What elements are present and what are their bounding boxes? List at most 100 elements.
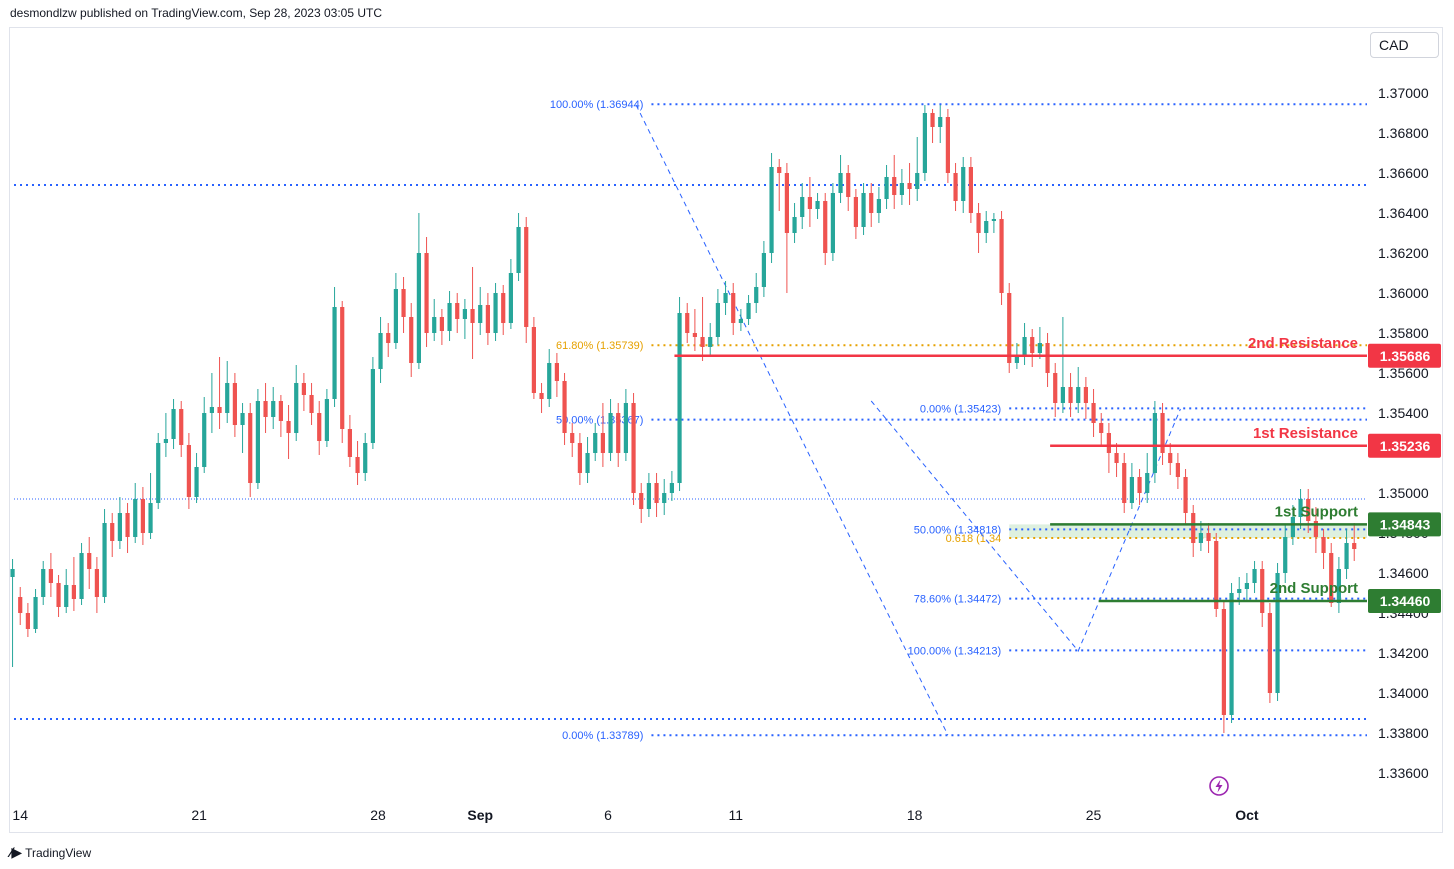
candle-body[interactable] [600,433,605,453]
candle-body[interactable] [961,167,966,201]
candle-body[interactable] [33,597,38,629]
candle-body[interactable] [317,413,322,441]
candle-body[interactable] [1221,609,1226,715]
candle-body[interactable] [907,183,912,189]
candle-body[interactable] [248,413,253,483]
candle-body[interactable] [447,303,452,331]
candle-body[interactable] [1053,373,1058,403]
candle-body[interactable] [846,173,851,197]
candle-body[interactable] [516,227,521,273]
lightning-icon[interactable] [1208,775,1230,797]
candle-body[interactable] [1206,533,1211,541]
candle-body[interactable] [455,303,460,319]
candle-body[interactable] [669,483,674,493]
candle-body[interactable] [1283,537,1288,573]
candle-body[interactable] [593,433,598,453]
candle-body[interactable] [807,197,812,209]
candle-body[interactable] [424,253,429,333]
candle-body[interactable] [332,307,337,399]
candle-body[interactable] [968,167,973,213]
candle-body[interactable] [179,409,184,445]
candle-body[interactable] [462,309,467,319]
candle-body[interactable] [984,221,989,233]
candle-body[interactable] [301,383,306,395]
candle-body[interactable] [531,327,536,393]
candle-body[interactable] [754,287,759,303]
candle-body[interactable] [915,173,920,189]
candle-body[interactable] [608,413,613,453]
candle-body[interactable] [355,457,360,473]
candle-body[interactable] [386,333,391,343]
candle-body[interactable] [87,553,92,569]
candle-body[interactable] [1237,589,1242,593]
candle-body[interactable] [508,273,513,323]
candle-body[interactable] [892,177,897,195]
candle-body[interactable] [692,333,697,337]
candle-body[interactable] [324,399,329,441]
candle-body[interactable] [1007,293,1012,363]
candle-body[interactable] [125,513,130,537]
candle-body[interactable] [263,401,268,417]
candle-body[interactable] [401,289,406,317]
candle-body[interactable] [554,363,559,381]
candle-body[interactable] [1198,533,1203,543]
candle-body[interactable] [577,443,582,473]
candle-body[interactable] [1099,423,1104,433]
candle-body[interactable] [861,193,866,227]
candle-body[interactable] [110,523,115,541]
candle-body[interactable] [340,307,345,429]
candle-body[interactable] [570,433,575,443]
candle-body[interactable] [953,173,958,201]
candle-body[interactable] [478,305,483,323]
candle-body[interactable] [1106,433,1111,453]
candle-body[interactable] [1122,463,1127,503]
candle-body[interactable] [1175,463,1180,477]
candle-body[interactable] [539,393,544,399]
candle-body[interactable] [194,467,199,497]
candle-body[interactable] [1114,453,1119,463]
candle-body[interactable] [286,421,291,433]
candle-body[interactable] [1252,569,1257,583]
candle-body[interactable] [171,409,176,439]
candle-body[interactable] [700,337,705,347]
candle-body[interactable] [899,183,904,195]
candle-body[interactable] [1290,517,1295,537]
candle-body[interactable] [1137,477,1142,493]
candle-body[interactable] [378,333,383,369]
candle-body[interactable] [255,401,260,483]
candle-body[interactable] [493,293,498,333]
candle-body[interactable] [800,197,805,217]
candle-body[interactable] [1060,387,1065,403]
candle-body[interactable] [646,483,651,509]
candle-body[interactable] [945,117,950,173]
candle-body[interactable] [823,201,828,253]
candle-body[interactable] [708,337,713,347]
candle-body[interactable] [562,381,567,433]
candle-body[interactable] [869,193,874,213]
candle-body[interactable] [838,173,843,193]
candle-body[interactable] [163,439,168,443]
candle-body[interactable] [815,201,820,209]
candle-body[interactable] [547,363,552,399]
candle-body[interactable] [623,403,628,453]
candle-body[interactable] [1214,541,1219,609]
candle-body[interactable] [930,113,935,127]
candle-body[interactable] [731,293,736,323]
candle-body[interactable] [432,317,437,333]
candle-body[interactable] [746,303,751,319]
candle-body[interactable] [784,173,789,233]
candle-body[interactable] [294,383,299,433]
candle-body[interactable] [64,585,69,607]
candle-body[interactable] [999,219,1004,293]
candle-body[interactable] [1267,613,1272,693]
candle-body[interactable] [1275,573,1280,693]
candle-body[interactable] [393,289,398,343]
candle-body[interactable] [41,569,46,597]
candle-body[interactable] [1329,553,1334,603]
candle-body[interactable] [186,445,191,497]
candle-body[interactable] [1168,453,1173,463]
candle-body[interactable] [585,453,590,473]
candle-body[interactable] [102,523,107,597]
candle-body[interactable] [853,197,858,227]
candle-body[interactable] [1191,513,1196,543]
